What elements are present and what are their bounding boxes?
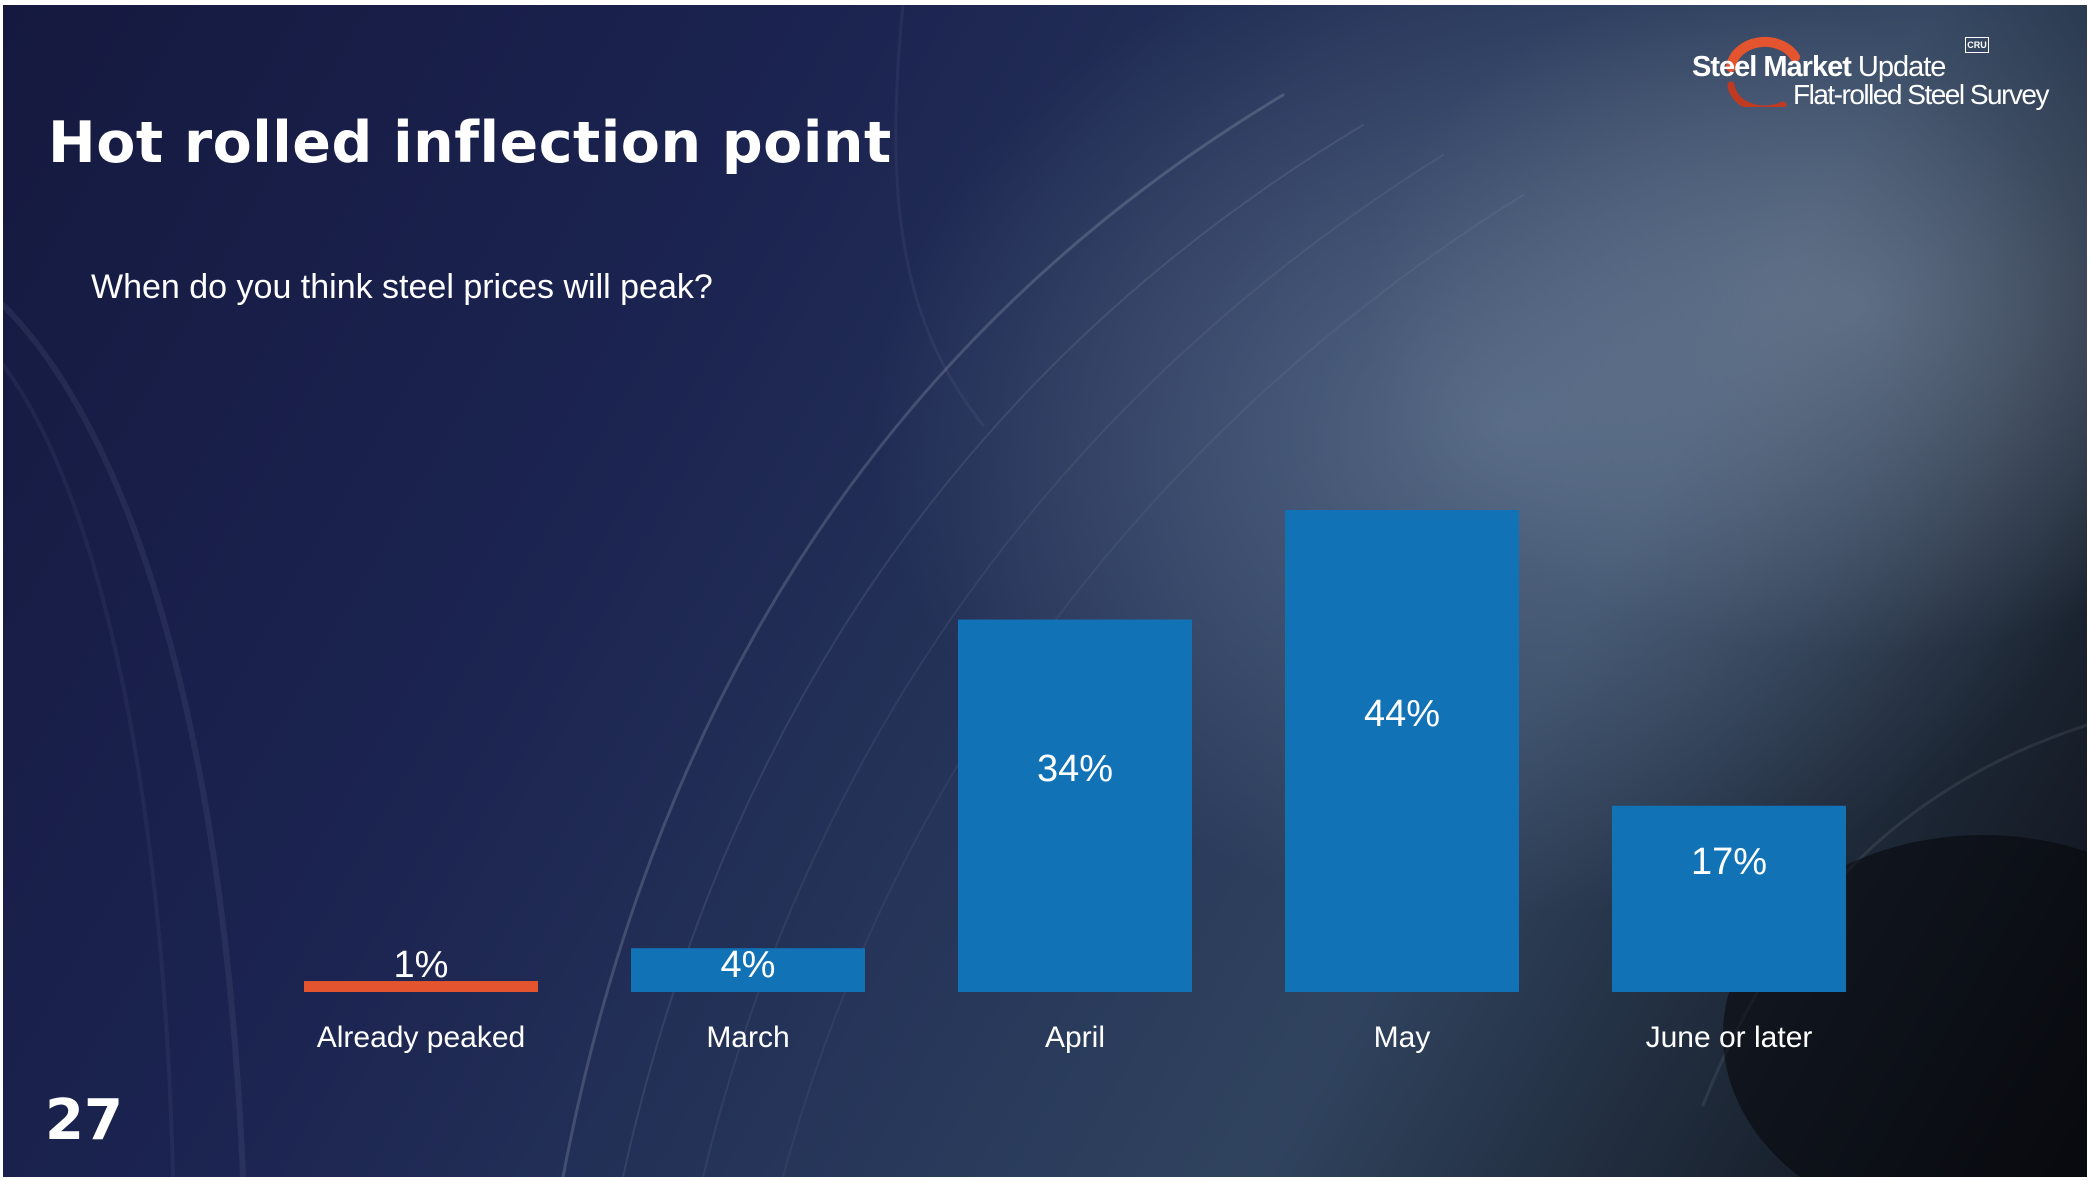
- data-label: 17%: [1691, 841, 1767, 883]
- category-label: March: [706, 1021, 789, 1054]
- bar-june-or-later: [1612, 805, 1846, 992]
- swoosh-arc-icon: [1726, 36, 1800, 107]
- data-label: 34%: [1037, 748, 1113, 790]
- bar-april: [958, 619, 1192, 992]
- category-label: May: [1374, 1021, 1431, 1054]
- slide-title: Hot rolled inflection point: [48, 110, 892, 176]
- category-label: June or later: [1646, 1021, 1813, 1054]
- logo-badge: CRU: [1965, 37, 1989, 53]
- category-label: April: [1045, 1021, 1105, 1054]
- bar-already-peaked: [304, 981, 538, 992]
- data-label: 44%: [1364, 693, 1440, 735]
- logo-tagline: Flat-rolled Steel Survey: [1793, 79, 2050, 110]
- bar-chart: 1% Already peaked 4% March 34% April 44% May 17%…: [304, 510, 1846, 1054]
- chart-question: When do you think steel prices will peak…: [91, 268, 713, 306]
- bar-may: [1285, 510, 1519, 992]
- category-label: Already peaked: [317, 1021, 525, 1054]
- data-label: 4%: [721, 944, 776, 986]
- data-label: 1%: [394, 944, 449, 986]
- slide: Hot rolled inflection point When do you …: [3, 5, 2087, 1177]
- steel-market-update-logo: Steel Market Update CRU Flat-rolled Stee…: [1683, 27, 2073, 117]
- page-number: 27: [45, 1088, 123, 1153]
- bar-march: [631, 948, 865, 992]
- logo-brand: Steel Market Update: [1692, 51, 1947, 84]
- logo-brand-bold: Steel Market: [1692, 51, 1852, 83]
- logo-brand-light: Update: [1857, 51, 1947, 83]
